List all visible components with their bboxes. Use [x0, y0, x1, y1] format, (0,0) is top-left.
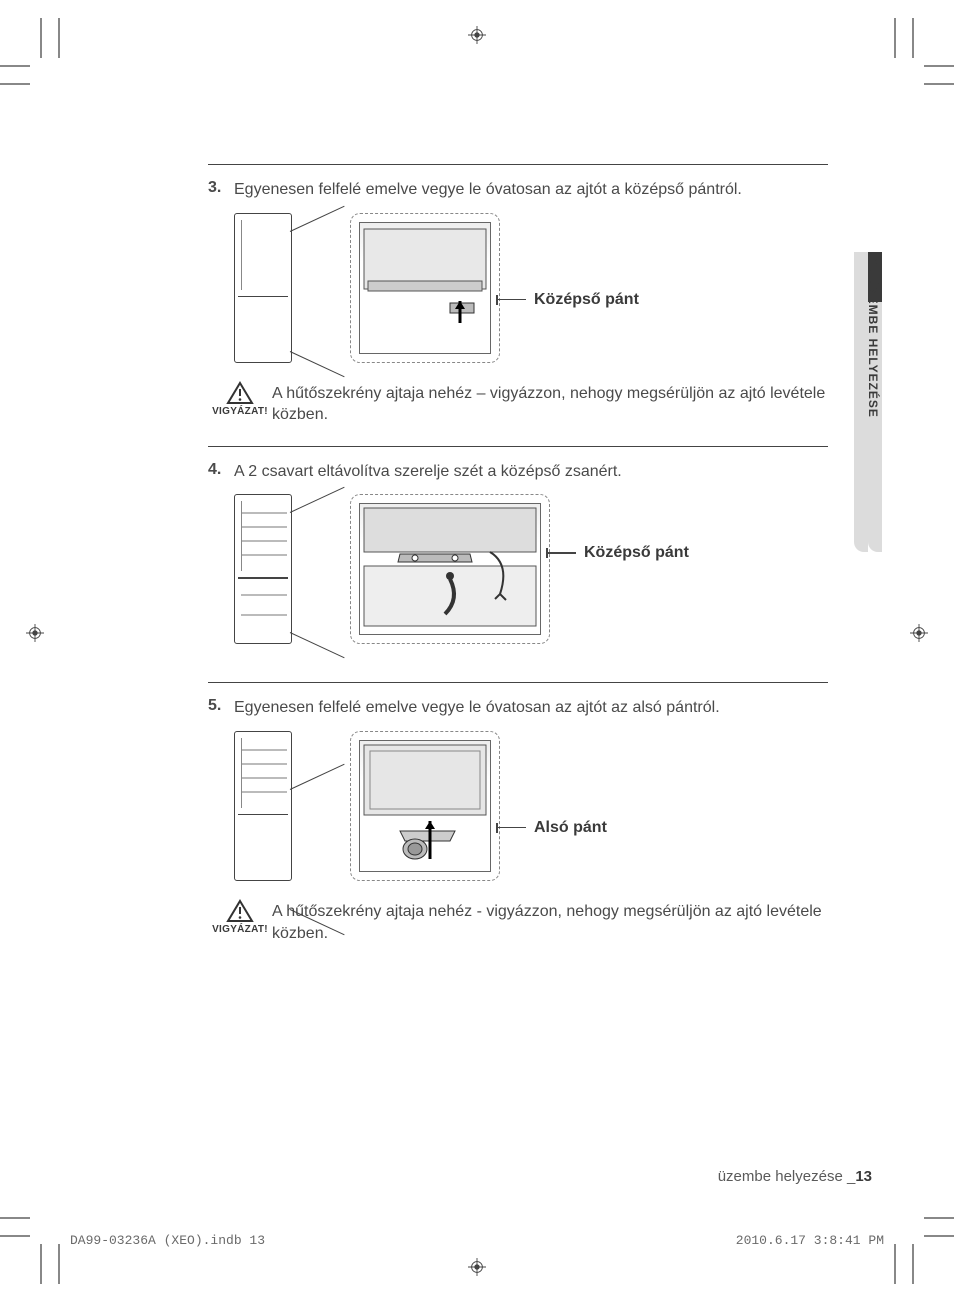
- crop-mark: [894, 18, 896, 58]
- crop-mark: [924, 65, 954, 67]
- page-footer: üzembe helyezése _13: [718, 1168, 872, 1185]
- caution-text: A hűtőszekrény ajtaja nehéz - vigyázzon,…: [272, 899, 828, 944]
- crop-mark: [40, 1244, 42, 1284]
- crop-mark: [58, 1244, 60, 1284]
- caution-label: VIGYÁZAT!: [212, 924, 268, 935]
- step-text: Egyenesen felfelé emelve vegye le óvatos…: [234, 697, 828, 719]
- step-number: 4.: [208, 461, 234, 479]
- crop-mark: [58, 18, 60, 58]
- crop-mark: [40, 18, 42, 58]
- callout-line: [496, 299, 526, 301]
- step-3-section: 3. Egyenesen felfelé emelve vegye le óva…: [208, 164, 828, 446]
- caution-text: A hűtőszekrény ajtaja nehéz – vigyázzon,…: [272, 381, 828, 426]
- crop-mark: [912, 18, 914, 58]
- detail-illustration: [350, 494, 550, 644]
- crop-mark: [0, 1235, 30, 1237]
- crop-mark: [0, 83, 30, 85]
- caution-icon: VIGYÁZAT!: [208, 381, 272, 417]
- callout-label: Középső pánt: [584, 544, 689, 562]
- step-5-section: 5. Egyenesen felfelé emelve vegye le óva…: [208, 682, 828, 964]
- callout-line: [546, 552, 576, 554]
- step-number: 3.: [208, 179, 234, 197]
- registration-mark-icon: [468, 26, 486, 44]
- step-4-section: 4. A 2 csavart eltávolítva szerelje szét…: [208, 446, 828, 683]
- detail-illustration: [350, 731, 500, 881]
- registration-mark-icon: [910, 624, 928, 642]
- crop-mark: [894, 1244, 896, 1284]
- detail-illustration: [350, 213, 500, 363]
- zoom-lines: [290, 839, 350, 909]
- crop-mark: [912, 1244, 914, 1284]
- step-3-figure: Középső pánt: [234, 211, 828, 371]
- caution-label: VIGYÁZAT!: [212, 406, 268, 417]
- caution-block: VIGYÁZAT! A hűtőszekrény ajtaja nehéz – …: [208, 381, 828, 426]
- step-text: A 2 csavart eltávolítva szerelje szét a …: [234, 461, 828, 483]
- crop-mark: [924, 1235, 954, 1237]
- callout-label: Középső pánt: [534, 291, 639, 309]
- registration-mark-icon: [468, 1258, 486, 1276]
- crop-mark: [924, 1217, 954, 1219]
- print-info-left: DA99-03236A (XEO).indb 13: [70, 1233, 265, 1248]
- content-area: 3. Egyenesen felfelé emelve vegye le óva…: [208, 164, 828, 964]
- crop-mark: [924, 83, 954, 85]
- footer-section-text: üzembe helyezése _: [718, 1168, 856, 1185]
- crop-mark: [0, 1217, 30, 1219]
- step-5-figure: Alsó pánt: [234, 729, 828, 889]
- section-tab-label: 01 ÜZEMBE HELYEZÉSE: [866, 258, 880, 418]
- step-text: Egyenesen felfelé emelve vegye le óvatos…: [234, 179, 828, 201]
- print-info-right: 2010.6.17 3:8:41 PM: [736, 1233, 884, 1248]
- crop-mark: [0, 65, 30, 67]
- fridge-illustration: [234, 731, 292, 881]
- callout-label: Alsó pánt: [534, 819, 607, 837]
- caution-icon: VIGYÁZAT!: [208, 899, 272, 935]
- fridge-illustration: [234, 494, 292, 644]
- registration-mark-icon: [26, 624, 44, 642]
- section-tab: 01 ÜZEMBE HELYEZÉSE: [854, 252, 882, 552]
- zoom-lines: [290, 562, 350, 632]
- step-4-figure: Középső pánt: [234, 492, 828, 652]
- step-number: 5.: [208, 697, 234, 715]
- manual-page: 01 ÜZEMBE HELYEZÉSE 3. Egyenesen felfelé…: [0, 0, 954, 1302]
- callout-line: [496, 827, 526, 829]
- page-number: 13: [855, 1168, 872, 1185]
- fridge-illustration: [234, 213, 292, 363]
- zoom-lines: [290, 281, 350, 351]
